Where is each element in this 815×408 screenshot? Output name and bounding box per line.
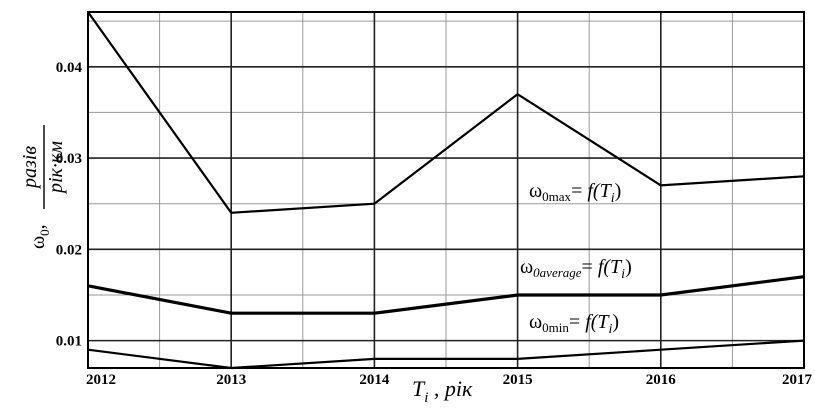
annotation-average: ω0average= f(Ti) — [520, 256, 632, 282]
y-axis-symbol: ω0, — [27, 224, 52, 249]
series-line-min — [87, 339, 805, 370]
grid — [88, 12, 804, 368]
series-line-average — [87, 275, 805, 315]
y-axis-label: ω0, разів рік·км — [19, 125, 67, 249]
series-lines — [87, 11, 805, 370]
plot-frame — [87, 11, 805, 369]
x-tick-label: 2013 — [216, 372, 246, 388]
x-tick-label: 2015 — [503, 372, 533, 388]
y-tick-label: 0.02 — [56, 242, 82, 258]
y-tick-label: 0.04 — [56, 60, 83, 76]
y-tick-label: 0.01 — [56, 334, 82, 350]
y-axis-numerator: разів — [19, 146, 41, 190]
y-axis-denominator: рік·км — [45, 141, 67, 195]
series-line-max — [87, 11, 805, 214]
x-tick-label: 2016 — [646, 372, 677, 388]
y-tick-label: 0.03 — [56, 151, 82, 167]
x-tick-label: 2012 — [86, 372, 116, 388]
x-tick-label: 2014 — [359, 372, 390, 388]
x-axis-label: Ti , рік — [412, 376, 473, 403]
annotation-min: ω0min= f(Ti) — [529, 311, 619, 337]
axes — [87, 11, 805, 369]
x-tick-label: 2017 — [782, 372, 813, 388]
labels: 0.01 0.02 0.03 0.04 2012 2013 2014 2015 2016 2017… — [19, 60, 813, 406]
annotation-max: ω0max= f(Ti) — [529, 180, 621, 206]
